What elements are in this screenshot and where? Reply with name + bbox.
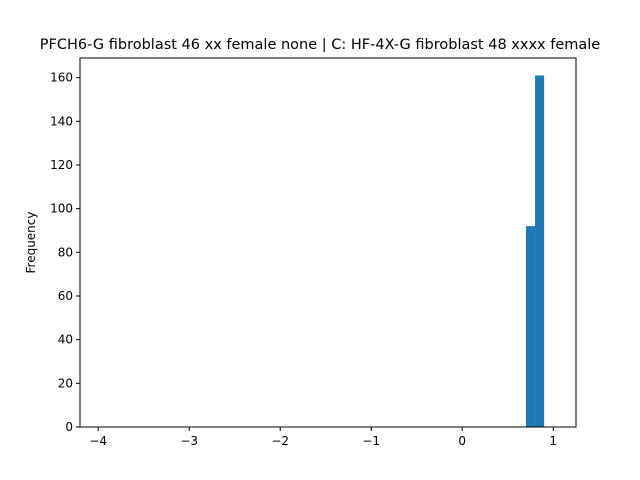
histogram-bar <box>535 75 545 427</box>
y-tick-label: 60 <box>58 289 73 303</box>
x-tick-label: −3 <box>180 434 198 448</box>
y-tick-label: 20 <box>58 376 73 390</box>
x-tick-label: 1 <box>549 434 557 448</box>
x-tick-label: −1 <box>362 434 380 448</box>
bars-group <box>525 75 545 427</box>
histogram-bar <box>525 226 536 427</box>
y-tick-label: 120 <box>50 158 73 172</box>
y-tick-label: 140 <box>50 114 73 128</box>
y-tick-label: 160 <box>50 71 73 85</box>
y-axis-ticks: 0 20 40 60 80 100 120 140 160 <box>50 71 80 434</box>
y-axis-label: Frequency <box>24 212 38 274</box>
x-tick-label: −4 <box>89 434 107 448</box>
x-tick-label: 0 <box>458 434 466 448</box>
plot-area-frame <box>79 57 577 428</box>
y-tick-label: 80 <box>58 245 73 259</box>
y-tick-label: 0 <box>65 420 73 434</box>
chart-title: PFCH6-G fibroblast 46 xx female none | C… <box>40 37 600 53</box>
y-tick-label: 40 <box>58 333 73 347</box>
y-tick-label: 100 <box>50 202 73 216</box>
x-tick-label: −2 <box>271 434 289 448</box>
x-axis-ticks: −4 −3 −2 −1 0 1 <box>89 427 557 448</box>
